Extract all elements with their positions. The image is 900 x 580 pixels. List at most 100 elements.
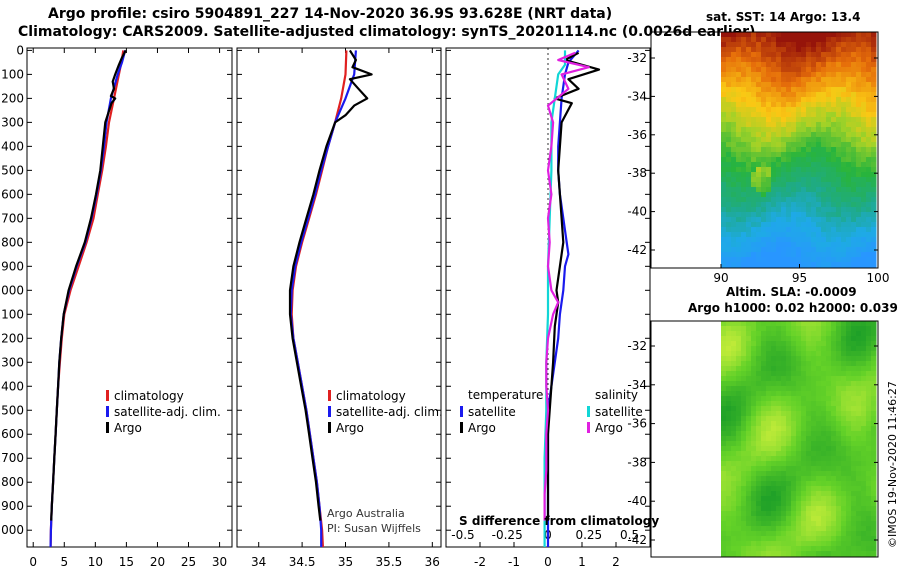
map-cell — [846, 142, 852, 148]
map-cell — [801, 37, 807, 43]
series-line-satellite-adj-clim- — [289, 50, 357, 547]
map-cell — [731, 401, 737, 407]
map-cell — [806, 212, 812, 218]
map-cell — [821, 416, 827, 422]
map-cell — [786, 501, 792, 507]
map-cell — [816, 411, 822, 417]
map-cell — [866, 461, 872, 467]
map-cell — [771, 376, 777, 382]
map-cell — [756, 411, 762, 417]
map-cell — [746, 167, 752, 173]
map-cell — [851, 356, 857, 362]
map-cell — [851, 431, 857, 437]
map-cell — [861, 381, 867, 387]
map-cell — [736, 411, 742, 417]
map-cell — [726, 207, 732, 213]
map-cell — [736, 192, 742, 198]
map-cell — [866, 252, 872, 258]
map-cell — [756, 37, 762, 43]
map-cell — [806, 102, 812, 108]
map-cell — [746, 37, 752, 43]
map-cell — [766, 491, 772, 497]
map-cell — [746, 526, 752, 532]
map-cell — [811, 37, 817, 43]
map-cell — [786, 366, 792, 372]
map-cell — [781, 541, 787, 547]
map-cell — [741, 491, 747, 497]
map-cell — [741, 137, 747, 143]
map-cell — [741, 426, 747, 432]
map-cell — [766, 257, 772, 263]
map-cell — [721, 401, 727, 407]
map-cell — [756, 217, 762, 223]
map-cell — [786, 471, 792, 477]
map-cell — [766, 147, 772, 153]
map-cell — [836, 197, 842, 203]
map-cell — [781, 391, 787, 397]
map-cell — [746, 147, 752, 153]
map-cell — [726, 336, 732, 342]
map-cell — [721, 172, 727, 178]
map-cell — [811, 421, 817, 427]
map-cell — [786, 541, 792, 547]
map-cell — [831, 341, 837, 347]
map-cell — [871, 247, 877, 253]
map-cell — [831, 247, 837, 253]
map-cell — [851, 386, 857, 392]
x-tick-label: 15 — [119, 555, 134, 569]
map-cell — [816, 232, 822, 238]
map-cell — [841, 536, 847, 542]
map-cell — [736, 237, 742, 243]
map-cell — [766, 416, 772, 422]
map-cell — [731, 252, 737, 258]
map-cell — [836, 521, 842, 527]
map-cell — [801, 406, 807, 412]
map-cell — [761, 77, 767, 83]
map-cell — [816, 511, 822, 517]
map-cell — [806, 122, 812, 128]
map-cell — [781, 511, 787, 517]
map-cell — [786, 491, 792, 497]
map-cell — [846, 546, 852, 552]
map-cell — [741, 117, 747, 123]
map-cell — [811, 426, 817, 432]
map-cell — [826, 97, 832, 103]
map-cell — [741, 531, 747, 537]
map-cell — [791, 356, 797, 362]
map-cell — [776, 67, 782, 73]
map-cell — [776, 192, 782, 198]
map-cell — [721, 72, 727, 78]
map-cell — [791, 506, 797, 512]
map-cell — [821, 491, 827, 497]
map-cell — [781, 416, 787, 422]
map-cell — [751, 356, 757, 362]
map-cell — [761, 391, 767, 397]
map-cell — [846, 237, 852, 243]
map-cell — [721, 57, 727, 63]
map-cell — [806, 97, 812, 103]
map-cell — [866, 551, 872, 557]
map-cell — [836, 52, 842, 58]
map-cell — [796, 257, 802, 263]
map-cell — [856, 416, 862, 422]
map-cell — [731, 391, 737, 397]
map-cell — [861, 252, 867, 258]
map-cell — [806, 356, 812, 362]
map-cell — [821, 526, 827, 532]
map-cell — [756, 172, 762, 178]
map-cell — [836, 471, 842, 477]
map-cell — [826, 252, 832, 258]
map-cell — [831, 366, 837, 372]
map-cell — [866, 127, 872, 133]
map-cell — [736, 441, 742, 447]
map-cell — [761, 247, 767, 253]
map-cell — [741, 516, 747, 522]
map-cell — [741, 386, 747, 392]
map-cell — [751, 361, 757, 367]
map-cell — [741, 72, 747, 78]
map-cell — [801, 486, 807, 492]
map-cell — [741, 501, 747, 507]
map-cell — [736, 207, 742, 213]
map-cell — [761, 212, 767, 218]
map-cell — [871, 217, 877, 223]
